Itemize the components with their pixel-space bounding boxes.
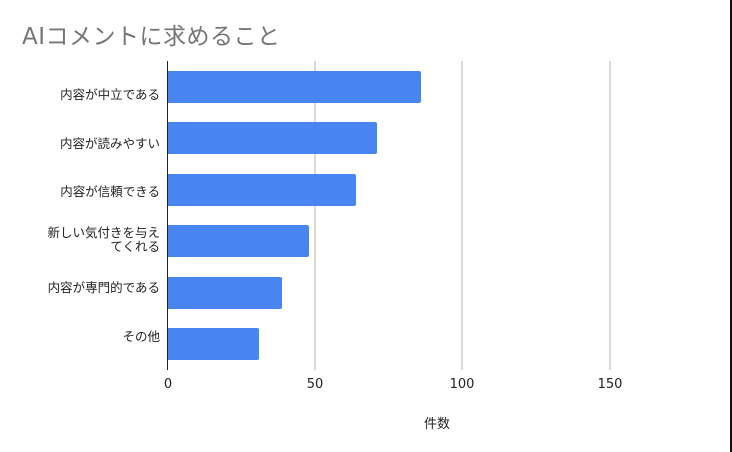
bar: [168, 122, 377, 155]
x-tick-label: 100: [449, 377, 475, 392]
x-tick-label: 150: [597, 377, 623, 392]
plot-area: [167, 61, 611, 370]
bar: [168, 225, 309, 258]
x-tick-label: 0: [163, 377, 173, 392]
chart-title: AIコメントに求めること: [22, 24, 281, 50]
category-label: 内容が中立である: [60, 87, 160, 102]
category-label: 新しい気付きを与え てくれる: [47, 226, 160, 254]
gridline-100: [461, 61, 463, 370]
x-axis-title: 件数: [423, 417, 451, 432]
category-label-line: てくれる: [110, 239, 160, 254]
bar: [168, 70, 421, 103]
gridline-150: [609, 61, 611, 370]
bar: [168, 173, 356, 206]
category-label: 内容が専門的である: [47, 280, 160, 295]
bar: [168, 328, 259, 361]
x-tick-label: 50: [306, 377, 324, 392]
category-label: 内容が信頼できる: [60, 184, 160, 199]
category-label: その他: [122, 329, 160, 344]
y-axis-line: [167, 61, 168, 370]
frame-border: [730, 0, 732, 452]
gridline-50: [314, 61, 316, 370]
category-label-line: 新しい気付きを与え: [47, 225, 160, 240]
category-label: 内容が読みやすい: [59, 136, 160, 151]
bar: [168, 276, 283, 309]
